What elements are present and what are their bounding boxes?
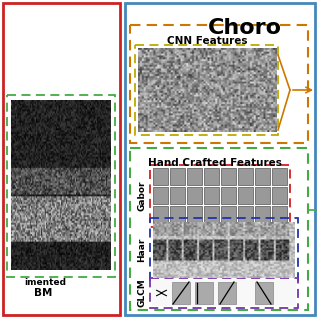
Bar (130, 148, 308, 310)
Text: Choro: Choro (208, 18, 282, 38)
Bar (187, 187, 202, 204)
Bar (272, 206, 287, 223)
Bar (204, 187, 219, 204)
Bar (153, 206, 168, 223)
Bar (218, 282, 236, 304)
Bar (153, 168, 168, 185)
Bar (204, 168, 219, 185)
Bar (135, 45, 278, 135)
Bar (221, 168, 236, 185)
Bar (238, 187, 253, 204)
Bar (170, 168, 185, 185)
Bar (3, 3, 120, 315)
Bar (195, 282, 213, 304)
Text: GLCM: GLCM (138, 279, 147, 308)
Text: CNN Features: CNN Features (167, 36, 247, 46)
Bar (170, 206, 185, 223)
Bar (150, 165, 290, 227)
Bar (255, 168, 270, 185)
Bar (172, 282, 190, 304)
Bar (204, 206, 219, 223)
Bar (153, 187, 168, 204)
Bar (150, 278, 298, 308)
Text: Hand Crafted Features: Hand Crafted Features (148, 158, 282, 168)
Bar (272, 168, 287, 185)
Bar (238, 206, 253, 223)
Bar (187, 168, 202, 185)
Bar (7, 95, 115, 277)
Text: BM: BM (34, 288, 52, 298)
Bar (221, 206, 236, 223)
Bar (152, 280, 296, 306)
Bar (125, 3, 315, 315)
Bar (272, 187, 287, 204)
Bar (238, 168, 253, 185)
Bar (255, 206, 270, 223)
Text: Haar: Haar (138, 238, 147, 262)
Bar (130, 25, 308, 143)
Bar (255, 282, 273, 304)
Bar (170, 187, 185, 204)
Bar (255, 187, 270, 204)
Bar (187, 206, 202, 223)
Text: Gabor: Gabor (138, 181, 147, 211)
Text: imented: imented (24, 278, 66, 287)
Bar (150, 218, 298, 282)
Bar (221, 187, 236, 204)
